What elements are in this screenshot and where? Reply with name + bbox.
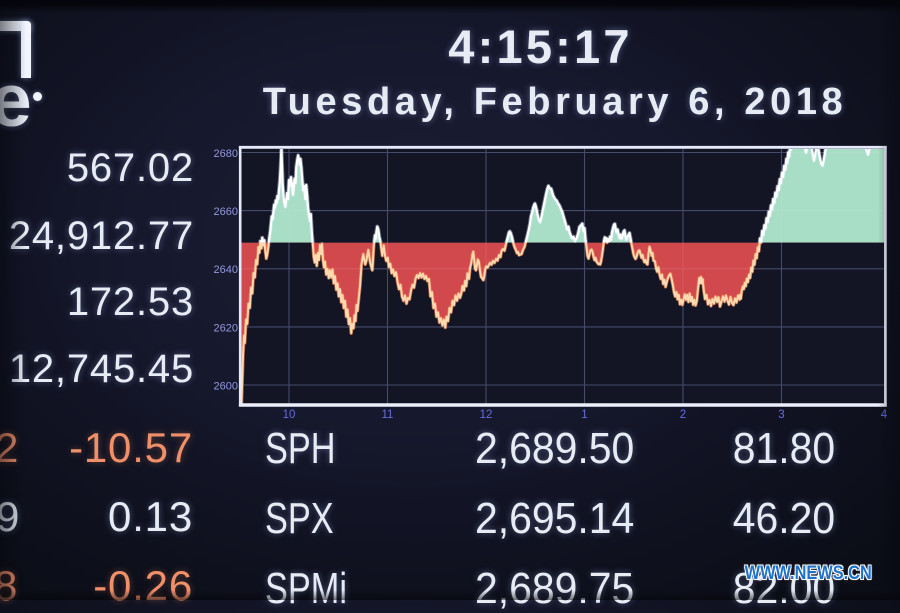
svg-text:10: 10 — [283, 409, 296, 421]
svg-text:3: 3 — [778, 409, 784, 421]
svg-text:2600: 2600 — [214, 381, 238, 393]
svg-text:4: 4 — [881, 409, 888, 421]
svg-text:1: 1 — [581, 409, 587, 421]
svg-text:11: 11 — [382, 409, 394, 421]
svg-text:2: 2 — [680, 409, 686, 421]
svg-text:2640: 2640 — [214, 264, 238, 276]
svg-text:12: 12 — [480, 409, 493, 421]
svg-text:2620: 2620 — [214, 322, 238, 334]
svg-text:2660: 2660 — [214, 206, 238, 218]
svg-text:2680: 2680 — [214, 148, 238, 160]
